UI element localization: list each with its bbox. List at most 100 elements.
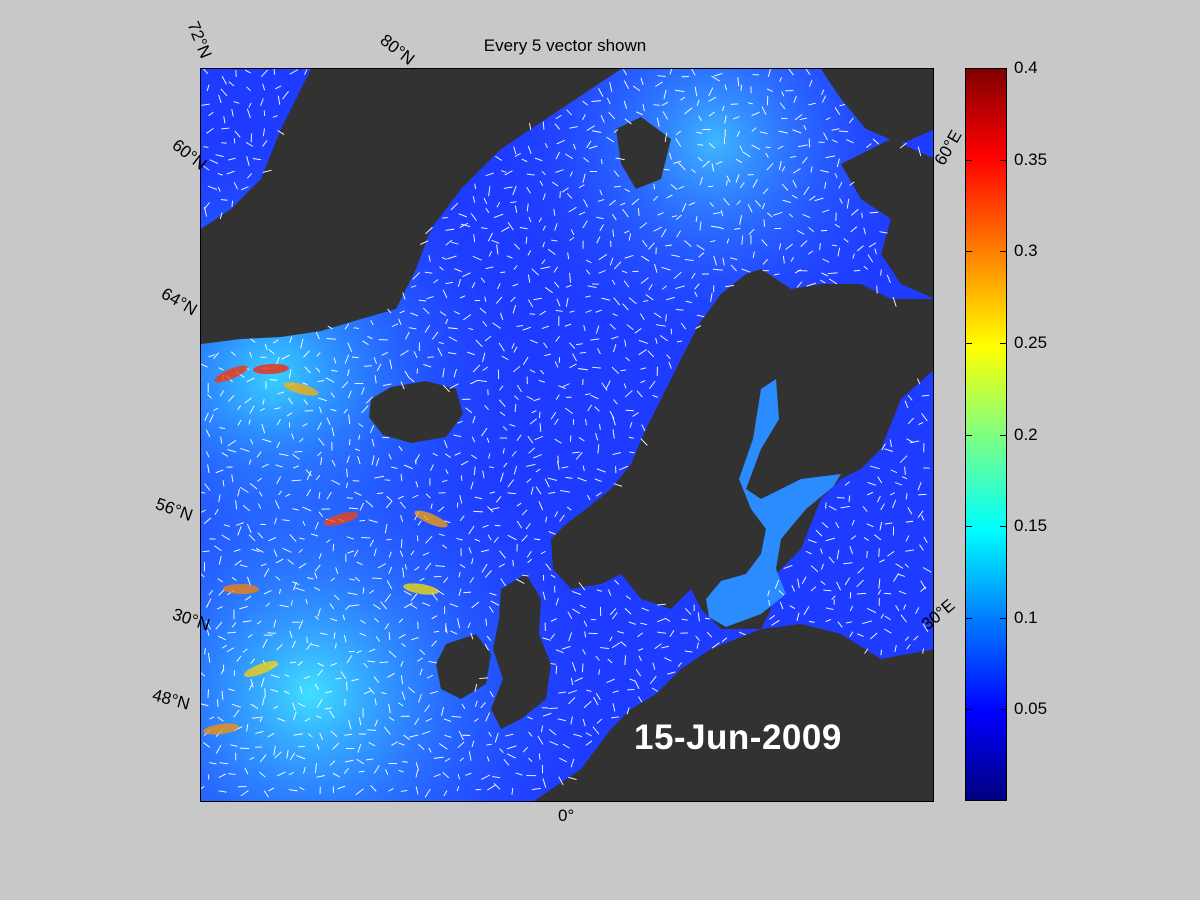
current-vector (512, 304, 517, 314)
current-vector (863, 265, 869, 270)
current-vector (289, 69, 299, 75)
current-vector (884, 628, 892, 634)
current-vector (470, 632, 474, 640)
current-vector (331, 479, 341, 485)
current-vector (302, 382, 308, 386)
current-vector (504, 170, 513, 176)
current-vector (344, 733, 353, 736)
current-vector (575, 451, 583, 460)
current-vector (471, 558, 474, 565)
current-vector (688, 202, 696, 206)
current-vector (553, 266, 559, 273)
current-vector (555, 597, 559, 606)
current-vector (492, 322, 501, 329)
current-vector (803, 186, 810, 195)
current-vector (472, 364, 481, 373)
current-vector (846, 139, 854, 144)
current-vector (219, 390, 225, 397)
current-vector (261, 463, 269, 468)
current-vector (489, 592, 497, 596)
current-vector (220, 88, 228, 97)
current-vector (921, 515, 925, 521)
current-vector (510, 296, 516, 303)
current-vector (805, 69, 811, 76)
current-vector (676, 214, 682, 220)
current-vector (384, 479, 391, 481)
current-vector (306, 488, 312, 497)
current-vector (388, 716, 395, 721)
current-vector (539, 423, 542, 432)
current-vector (493, 783, 501, 790)
current-vector (738, 631, 746, 636)
current-vector (363, 690, 372, 695)
current-vector (516, 502, 522, 507)
current-vector (218, 635, 227, 641)
current-vector (507, 479, 515, 488)
current-vector (423, 364, 432, 368)
current-vector (625, 409, 634, 412)
current-vector (550, 574, 556, 578)
current-vector (845, 621, 852, 624)
current-vector (484, 335, 492, 342)
current-vector (397, 495, 404, 500)
current-vector (203, 517, 212, 525)
current-vector (233, 182, 239, 190)
current-vector (491, 239, 500, 244)
current-vector (304, 717, 311, 722)
current-vector (611, 213, 617, 221)
current-vector (240, 790, 249, 797)
current-vector (471, 740, 475, 748)
current-vector (218, 494, 221, 503)
current-vector (292, 508, 299, 511)
current-vector (362, 587, 365, 594)
current-vector (544, 478, 550, 488)
current-vector (538, 379, 546, 383)
current-vector (595, 655, 600, 661)
current-vector (739, 182, 745, 189)
current-vector (611, 366, 620, 374)
current-vector (641, 424, 646, 431)
current-vector (410, 312, 419, 317)
current-vector (477, 379, 488, 382)
current-vector (458, 571, 461, 578)
current-vector (463, 591, 472, 594)
current-vector (507, 222, 514, 231)
current-vector (521, 534, 528, 542)
current-vector (708, 111, 715, 117)
current-vector (866, 607, 877, 614)
current-vector (711, 642, 720, 649)
current-vector (502, 426, 508, 431)
current-vector (317, 422, 322, 430)
current-vector (720, 210, 724, 217)
current-vector (736, 200, 741, 205)
current-vector (304, 410, 314, 412)
current-vector (299, 786, 305, 791)
current-vector (792, 168, 801, 174)
current-vector (233, 101, 240, 104)
current-vector (316, 743, 320, 750)
current-vector (740, 84, 743, 91)
colorbar-tick-label: 0.15 (1014, 516, 1048, 536)
current-vector (835, 521, 840, 529)
current-vector (282, 91, 289, 100)
current-vector (635, 668, 642, 677)
current-vector (767, 212, 773, 218)
current-vector (459, 757, 464, 762)
current-vector (556, 298, 561, 307)
current-vector (624, 254, 634, 259)
current-vector (698, 115, 702, 122)
current-vector (610, 336, 619, 340)
current-vector (684, 107, 693, 115)
current-vector (713, 255, 717, 266)
current-vector (317, 451, 322, 457)
current-vector (218, 790, 227, 793)
current-vector (792, 180, 797, 188)
current-vector (796, 281, 803, 288)
current-vector (384, 623, 390, 630)
current-vector (870, 632, 878, 640)
current-vector (465, 407, 473, 414)
current-vector (856, 633, 864, 637)
current-vector (598, 669, 600, 675)
current-vector (657, 631, 667, 634)
current-vector (251, 716, 261, 719)
